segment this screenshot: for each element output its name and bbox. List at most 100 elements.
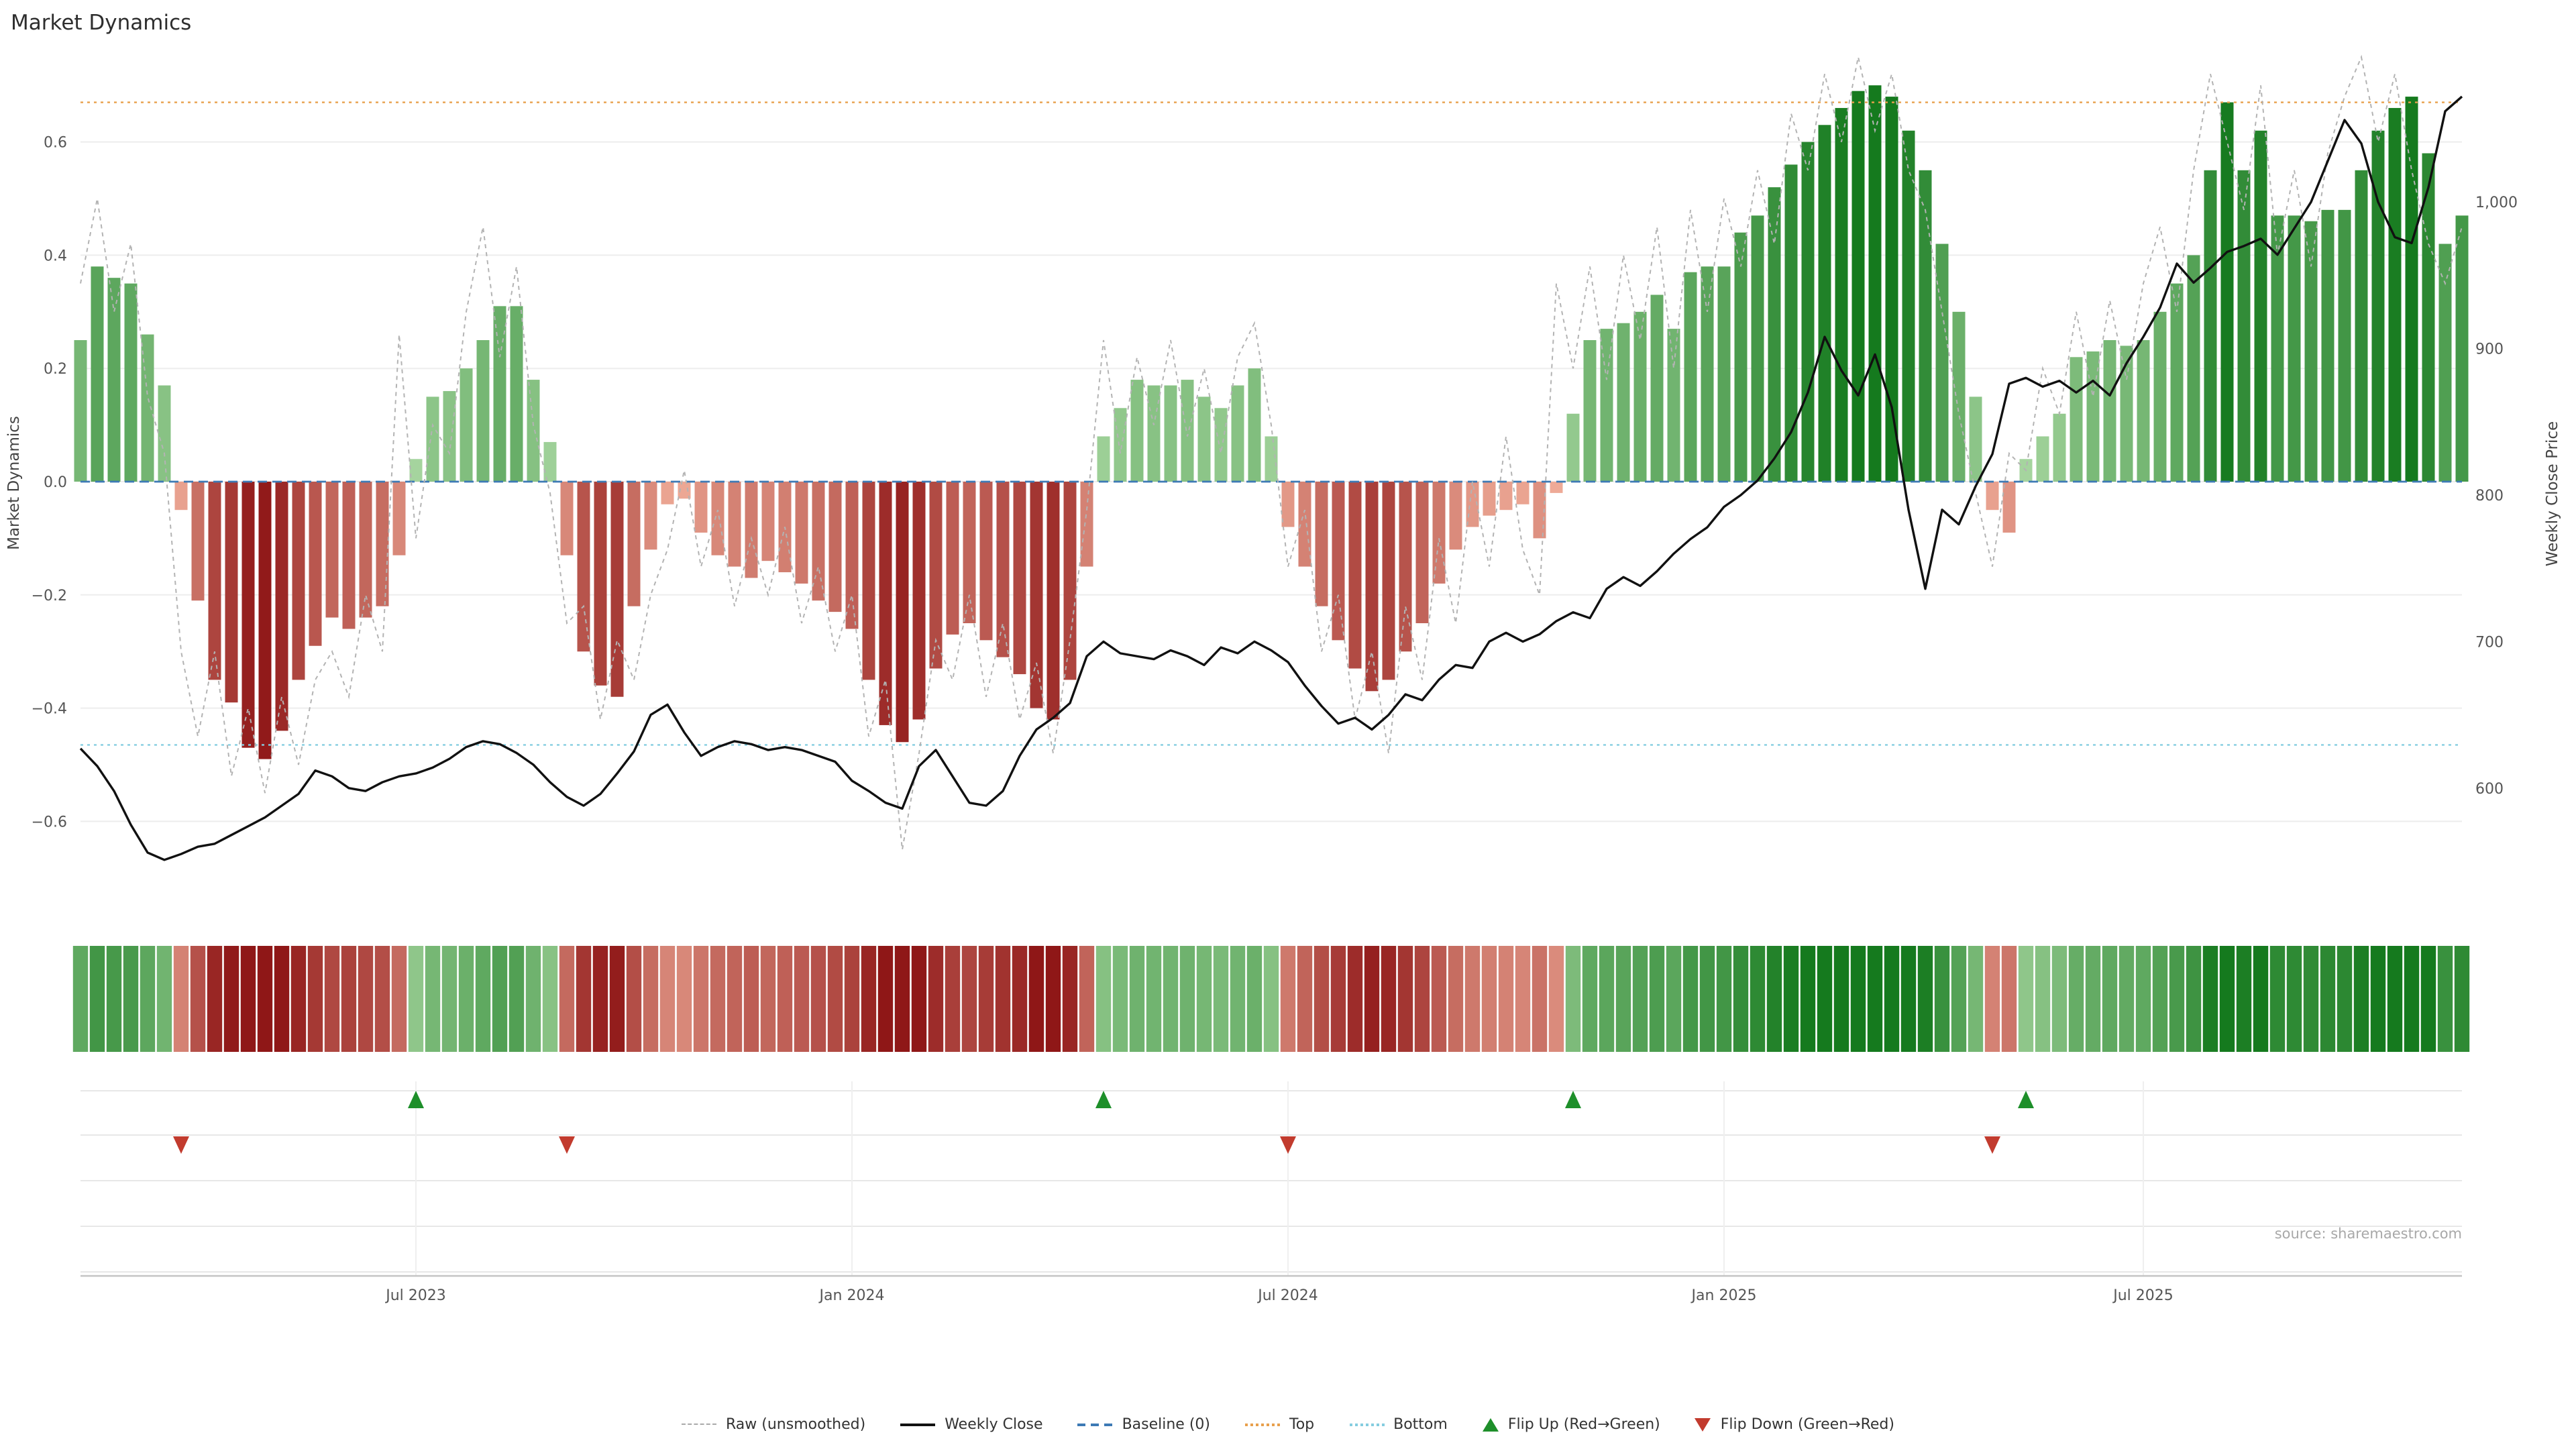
baseline-swatch-icon: [1077, 1423, 1113, 1426]
dynamics-bar: [325, 482, 339, 618]
page-title: Market Dynamics: [11, 11, 191, 35]
heatmap-cell: [609, 946, 625, 1052]
legend-item-flip-up: Flip Up (Red→Green): [1482, 1415, 1660, 1433]
heatmap-cell: [2001, 946, 2017, 1052]
heatmap-cell: [508, 946, 525, 1052]
dynamics-bar: [2371, 130, 2385, 482]
heatmap-cell: [274, 946, 290, 1052]
flip-up-marker: [2018, 1091, 2034, 1108]
legend-label: Top: [1289, 1415, 1315, 1433]
dynamics-bar: [661, 482, 674, 504]
heatmap-cell: [2370, 946, 2386, 1052]
x-axis-tick: Jan 2025: [1690, 1287, 1757, 1304]
dynamics-bar: [1164, 385, 1177, 482]
dynamics-bar: [292, 482, 305, 680]
legend-label: Raw (unsmoothed): [726, 1415, 866, 1433]
dynamics-bar: [812, 482, 825, 601]
dynamics-bar: [1768, 187, 1781, 482]
dynamics-bar: [594, 482, 607, 686]
dynamics-bar: [728, 482, 741, 567]
dynamics-bar: [1566, 413, 1580, 482]
heatmap-cell: [2269, 946, 2286, 1052]
heatmap-cell: [995, 946, 1011, 1052]
x-axis-tick: Jan 2024: [818, 1287, 885, 1304]
threshold-lines: [80, 101, 2462, 746]
heatmap-cell: [894, 946, 910, 1052]
heatmap-cell: [1464, 946, 1481, 1052]
dynamics-bar: [2304, 221, 2318, 482]
dynamics-bar: [1885, 97, 1898, 482]
heatmap-cell: [911, 946, 927, 1052]
dynamics-bar: [543, 441, 557, 482]
dynamics-bar: [1919, 170, 1932, 482]
heatmap-cell: [72, 946, 89, 1052]
dynamics-bar: [1935, 244, 1949, 482]
dynamics-bar: [2438, 244, 2452, 482]
dynamics-bar: [2422, 153, 2435, 482]
dynamics-bar: [678, 482, 691, 499]
dynamics-bar: [2053, 413, 2066, 482]
legend-label: Baseline (0): [1122, 1415, 1210, 1433]
heatmap-cell: [1733, 946, 1749, 1052]
dynamics-bar: [1013, 482, 1026, 674]
dynamics-bar: [2002, 482, 2016, 533]
heatmap-cell: [2152, 946, 2168, 1052]
heatmap-cell: [727, 946, 743, 1052]
flip-down-marker: [559, 1136, 575, 1154]
dynamics-bar: [359, 482, 372, 618]
heatmap-cell: [391, 946, 407, 1052]
flip-up-marker: [1095, 1091, 1112, 1108]
dynamics-bar: [2070, 357, 2083, 482]
heatmap-cell: [240, 946, 256, 1052]
dynamics-bar: [1432, 482, 1446, 584]
heatmap-cell: [290, 946, 307, 1052]
heatmap-cell: [140, 946, 156, 1052]
dynamics-bar: [1114, 408, 1127, 482]
heatmap-cell: [1934, 946, 1950, 1052]
close-line-swatch-icon: [900, 1423, 936, 1426]
heatmap-cell: [458, 946, 474, 1052]
flip-up-marker: [408, 1091, 424, 1108]
dynamics-bar: [460, 368, 473, 482]
raw-unsmoothed-line: [80, 54, 2463, 850]
dynamics-bar: [1130, 380, 1144, 482]
dynamics-bar: [560, 482, 574, 555]
dynamics-bar: [1667, 329, 1680, 482]
dynamics-bar: [644, 482, 657, 550]
heatmap-cell: [2320, 946, 2336, 1052]
dynamics-bar: [376, 482, 389, 606]
dynamics-bar: [1751, 215, 1764, 482]
dynamics-bar: [1197, 396, 1211, 482]
heatmap-cell: [877, 946, 894, 1052]
dynamics-bar: [610, 482, 624, 697]
dynamics-bar: [946, 482, 959, 635]
left-axis-tick: −0.6: [32, 814, 67, 830]
dynamics-bar: [2254, 130, 2267, 482]
x-axis-tick: Jul 2023: [384, 1287, 446, 1304]
heatmap-cell: [1297, 946, 1313, 1052]
heatmap-cell: [2404, 946, 2420, 1052]
heatmap-cell: [1515, 946, 1531, 1052]
heatmap-cell: [1179, 946, 1195, 1052]
dynamics-bar: [124, 283, 138, 482]
heatmap-cell: [1615, 946, 1631, 1052]
dynamics-bar: [1248, 368, 1261, 482]
heatmap-cell: [643, 946, 659, 1052]
dynamics-bar: [1969, 396, 1982, 482]
x-axis-tick: Jul 2024: [1256, 1287, 1318, 1304]
dynamics-bar: [1684, 272, 1697, 482]
dynamics-bar: [191, 482, 205, 601]
heatmap-cell: [1632, 946, 1648, 1052]
dynamics-bar: [1449, 482, 1462, 550]
dynamics-bar: [1650, 294, 1664, 482]
heatmap-cell: [106, 946, 122, 1052]
heatmap-cell: [1230, 946, 1246, 1052]
heatmap-cell: [861, 946, 877, 1052]
dynamics-heatmap-strip: [72, 946, 2470, 1052]
heatmap-cell: [1867, 946, 1883, 1052]
raw-line-swatch-icon: [682, 1424, 716, 1425]
dynamics-bar: [426, 396, 439, 482]
dynamics-bar: [2288, 215, 2301, 482]
heatmap-cell: [1381, 946, 1397, 1052]
